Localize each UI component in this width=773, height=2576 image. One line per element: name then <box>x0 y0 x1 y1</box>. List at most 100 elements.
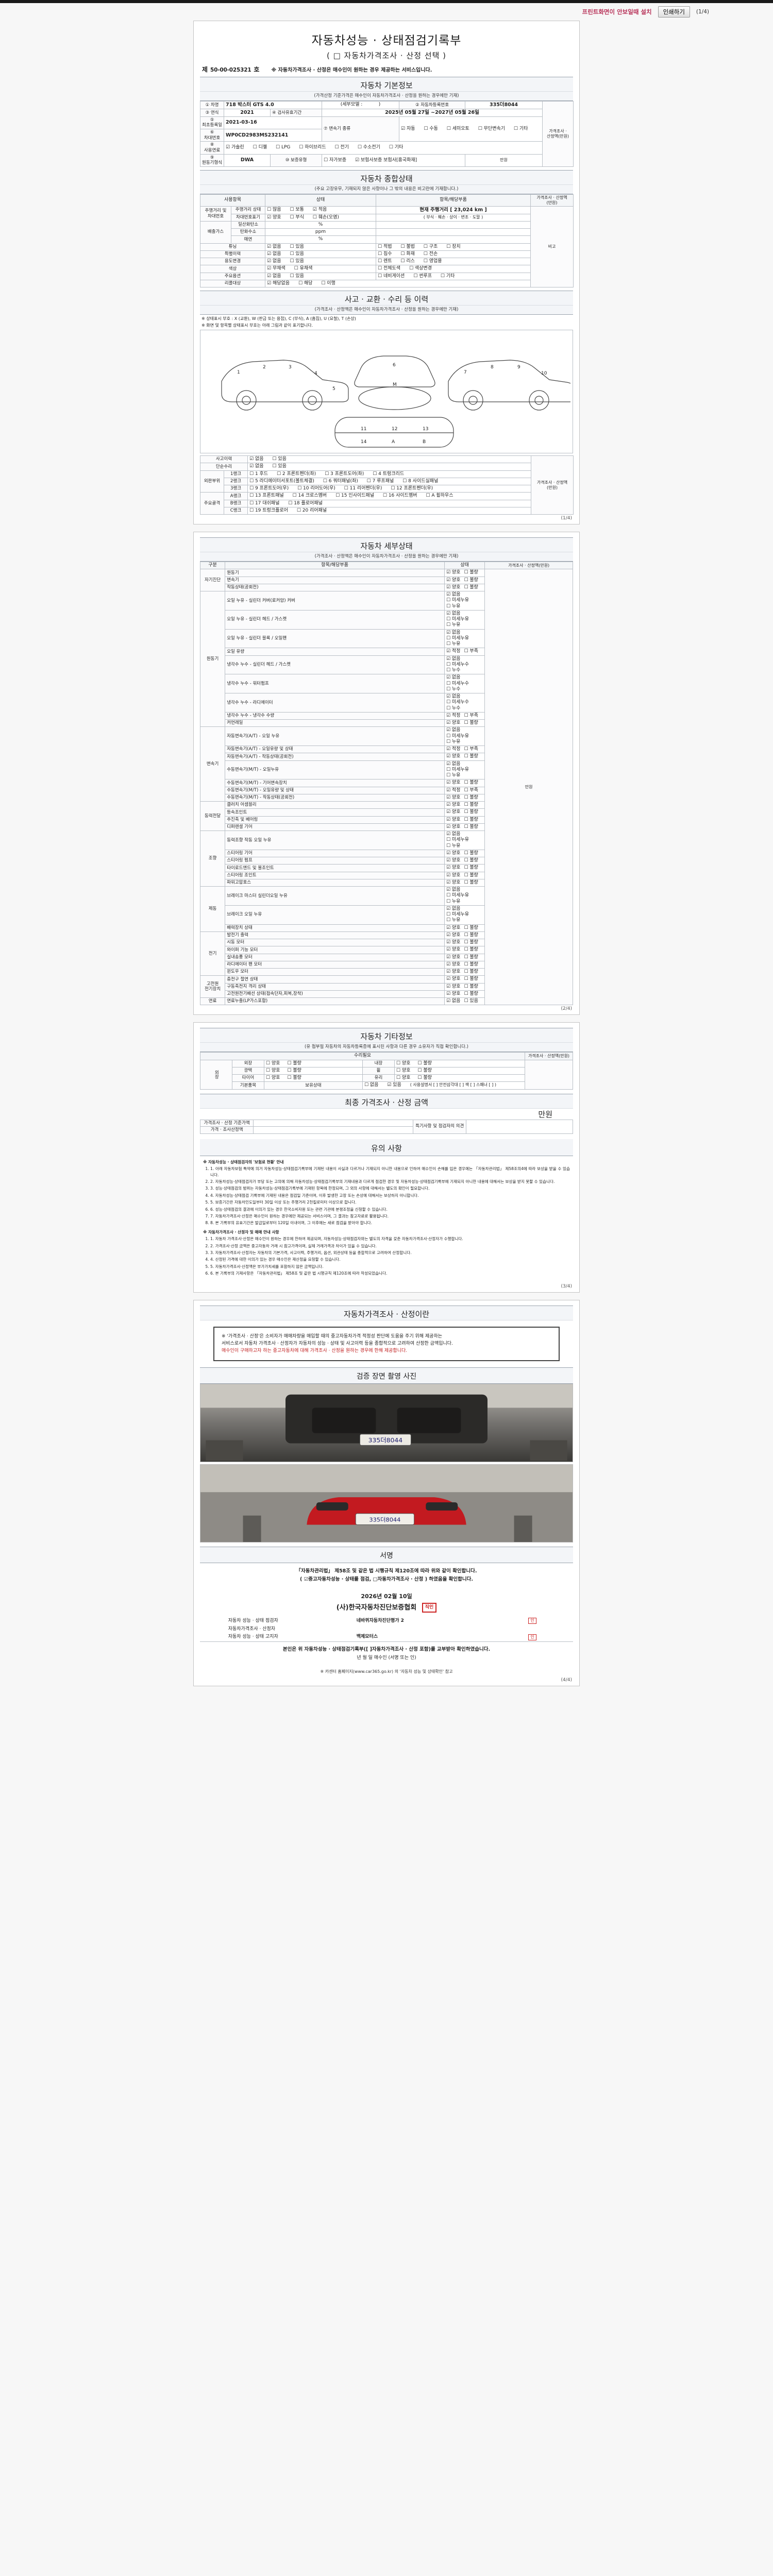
detail-state-options[interactable]: ☑ 없음☐ 미세누유☐ 누유 <box>444 629 485 649</box>
detail-opt[interactable]: ☑ 양호 <box>446 879 461 885</box>
detail-opt[interactable]: ☐ 누수 <box>446 705 461 711</box>
usage-opt-yes[interactable]: ☐ 있음 <box>290 259 304 264</box>
detail-opt[interactable]: ☐ 있음 <box>464 998 478 1004</box>
detail-opt[interactable]: ☑ 적정 <box>446 649 461 654</box>
detail-opt[interactable]: ☑ 없음 <box>446 906 461 911</box>
detail-state-options[interactable]: ☑ 없음☐ 미세누수☐ 누수 <box>444 655 485 675</box>
detail-state-options[interactable]: ☑ 양호 ☐ 불량 <box>444 960 485 969</box>
special-opt-yes[interactable]: ☐ 있음 <box>290 251 304 257</box>
tuning-illegal[interactable]: ☐ 불법 <box>400 244 415 249</box>
frame-item[interactable]: ☐ 17 대쉬패널 <box>249 500 280 506</box>
detail-opt[interactable]: ☐ 부족 <box>464 747 478 752</box>
opt-sunroof[interactable]: ☐ 썬루프 <box>413 273 432 279</box>
wheel-options[interactable]: ☐ 양호 ☐ 불량 <box>394 1066 526 1075</box>
detail-opt[interactable]: ☐ 미세누유 <box>446 837 469 843</box>
color-options[interactable]: ☑ 무채색 ☐ 유채색 <box>265 265 376 273</box>
color-change[interactable]: ☐ 색상변경 <box>409 266 432 272</box>
opt-etc[interactable]: ☐ 기타 <box>440 273 455 279</box>
usage-commercial[interactable]: ☐ 영업용 <box>423 259 442 264</box>
basic-items-options[interactable]: ☐ 없음 ☑ 있음 ( 사용설명서 [ ] 안전삼각대 [ ] 잭 [ ] 스패… <box>362 1081 526 1090</box>
detail-state-options[interactable]: ☑ 없음☐ 미세누유☐ 누유 <box>444 831 485 850</box>
mainopt-yes[interactable]: ☐ 있음 <box>290 273 304 279</box>
detail-opt[interactable]: ☐ 불량 <box>464 824 478 829</box>
detail-opt[interactable]: ☐ 불량 <box>464 969 478 975</box>
detail-opt[interactable]: ☑ 양호 <box>446 925 461 930</box>
detail-opt[interactable]: ☐ 누수 <box>446 686 461 692</box>
mileage-opt-many[interactable]: ☐ 많음 <box>267 207 281 213</box>
detail-state-options[interactable]: ☑ 양호 ☐ 불량 <box>444 779 485 787</box>
detail-opt[interactable]: ☑ 양호 <box>446 817 461 822</box>
detail-opt[interactable]: ☑ 없음 <box>446 832 461 837</box>
detail-opt[interactable]: ☐ 미세누유 <box>446 893 469 899</box>
int-options[interactable]: ☐ 양호 ☐ 불량 <box>394 1059 526 1067</box>
vin-mark-options[interactable]: ☑ 양호 ☐ 부식 ☐ 훼손(오염) <box>265 213 376 222</box>
color-opt-chromatic[interactable]: ☐ 유채색 <box>294 266 313 272</box>
usage-opt-none[interactable]: ☑ 없음 <box>267 259 281 264</box>
detail-opt[interactable]: ☑ 없음 <box>446 761 461 767</box>
detail-state-options[interactable]: ☑ 양호 ☐ 불량 <box>444 953 485 961</box>
fuel-opt-lpg[interactable]: ☐ LPG <box>276 145 291 150</box>
recall-options[interactable]: ☑ 해당없음 ☐ 해당 ☐ 이행 <box>265 279 531 288</box>
trans-opt-manual[interactable]: ☐ 수동 <box>424 126 438 131</box>
accident-none[interactable]: ☑ 없음 <box>249 456 264 462</box>
detail-state-options[interactable]: ☑ 양호 ☐ 불량 <box>444 808 485 817</box>
detail-opt[interactable]: ☐ 불량 <box>464 961 478 967</box>
detail-opt[interactable]: ☑ 양호 <box>446 947 461 953</box>
detail-opt[interactable]: ☑ 양호 <box>446 858 461 863</box>
tire-bad[interactable]: ☐ 불량 <box>287 1075 301 1081</box>
detail-state-options[interactable]: ☑ 양호 ☐ 불량 <box>444 753 485 761</box>
wheel-ok[interactable]: ☐ 양호 <box>396 1067 411 1073</box>
detail-state-options[interactable]: ☑ 양호 ☐ 불량 <box>444 823 485 832</box>
main-options-state[interactable]: ☑ 없음 ☐ 있음 <box>265 272 376 280</box>
detail-opt[interactable]: ☐ 불량 <box>464 858 478 863</box>
fuel-options[interactable]: ☑ 가솔린 ☐ 디젤 ☐ LPG ☐ 하이브리드 ☐ 전기 ☐ 수소전기 ☐ 기… <box>223 141 543 155</box>
detail-opt[interactable]: ☐ 미세누유 <box>446 912 469 918</box>
mileage-opt-few[interactable]: ☑ 적음 <box>312 207 327 213</box>
main-options-sub[interactable]: ☐ 네비게이션 ☐ 썬루프 ☐ 기타 <box>376 272 531 280</box>
ext-bad[interactable]: ☐ 불량 <box>287 1060 301 1066</box>
detail-state-options[interactable]: ☑ 없음☐ 미세누수☐ 누수 <box>444 674 485 694</box>
detail-state-options[interactable]: ☑ 양호 ☐ 불량 <box>444 719 485 727</box>
detail-opt[interactable]: ☑ 없음 <box>446 694 461 700</box>
special-history-options[interactable]: ☑ 없음 ☐ 있음 <box>265 250 376 259</box>
detail-opt[interactable]: ☐ 불량 <box>464 817 478 822</box>
trans-opt-etc[interactable]: ☐ 기타 <box>513 126 528 131</box>
detail-opt[interactable]: ☐ 불량 <box>464 794 478 800</box>
fuel-opt-diesel[interactable]: ☐ 디젤 <box>253 145 267 150</box>
detail-opt[interactable]: ☑ 양호 <box>446 984 461 989</box>
fuel-opt-gasoline[interactable]: ☑ 가솔린 <box>226 145 244 150</box>
trans-opt-semiauto[interactable]: ☐ 세미오토 <box>446 126 469 131</box>
detail-opt[interactable]: ☐ 미세누수 <box>446 681 469 686</box>
detail-opt[interactable]: ☐ 불량 <box>464 925 478 930</box>
detail-state-options[interactable]: ☑ 적정 ☐ 부족 <box>444 786 485 794</box>
detail-opt[interactable]: ☑ 양호 <box>446 824 461 829</box>
detail-state-options[interactable]: ☑ 없음☐ 미세누유☐ 누유 <box>444 726 485 747</box>
detail-opt[interactable]: ☑ 양호 <box>446 754 461 759</box>
tuning-opt-yes[interactable]: ☐ 있음 <box>290 244 304 249</box>
glass-options[interactable]: ☐ 양호 ☐ 불량 <box>394 1074 526 1082</box>
detail-opt[interactable]: ☐ 미세누유 <box>446 617 469 622</box>
detail-opt[interactable]: ☐ 누유 <box>446 843 461 849</box>
detail-opt[interactable]: ☑ 양호 <box>446 570 461 575</box>
detail-opt[interactable]: ☑ 양호 <box>446 954 461 960</box>
polish-bad[interactable]: ☐ 불량 <box>287 1067 301 1073</box>
detail-state-options[interactable]: ☑ 적정 ☐ 부족 <box>444 648 485 656</box>
detail-opt[interactable]: ☐ 불량 <box>464 954 478 960</box>
detail-opt[interactable]: ☐ 불량 <box>464 976 478 982</box>
tuning-sub-options[interactable]: ☐ 적법 ☐ 불법 ☐ 구조 ☐ 장치 <box>376 243 531 251</box>
detail-opt[interactable]: ☑ 양호 <box>446 584 461 590</box>
special-total-loss[interactable]: ☐ 전손 <box>423 251 438 257</box>
detail-opt[interactable]: ☐ 미세누유 <box>446 635 469 641</box>
detail-opt[interactable]: ☐ 불량 <box>464 780 478 786</box>
fuel-opt-etc[interactable]: ☐ 기타 <box>389 145 404 150</box>
frame-item[interactable]: ☐ 19 트렁크플로어 <box>249 507 288 513</box>
glass-ok[interactable]: ☐ 양호 <box>396 1075 411 1081</box>
rank-1-items[interactable]: ☐ 1 후드 ☐ 2 프론트펜더(좌) ☐ 3 프론트도어(좌) ☐ 4 트렁크… <box>247 470 531 478</box>
recall-opt-yes[interactable]: ☐ 해당 <box>298 280 313 286</box>
detail-opt[interactable]: ☐ 불량 <box>464 940 478 945</box>
detail-state-options[interactable]: ☑ 양호 ☐ 불량 <box>444 793 485 802</box>
tire-ok[interactable]: ☐ 양호 <box>265 1075 280 1081</box>
detail-opt[interactable]: ☐ 불량 <box>464 802 478 808</box>
detail-opt[interactable]: ☑ 양호 <box>446 940 461 945</box>
recall-opt-na[interactable]: ☑ 해당없음 <box>267 280 290 286</box>
